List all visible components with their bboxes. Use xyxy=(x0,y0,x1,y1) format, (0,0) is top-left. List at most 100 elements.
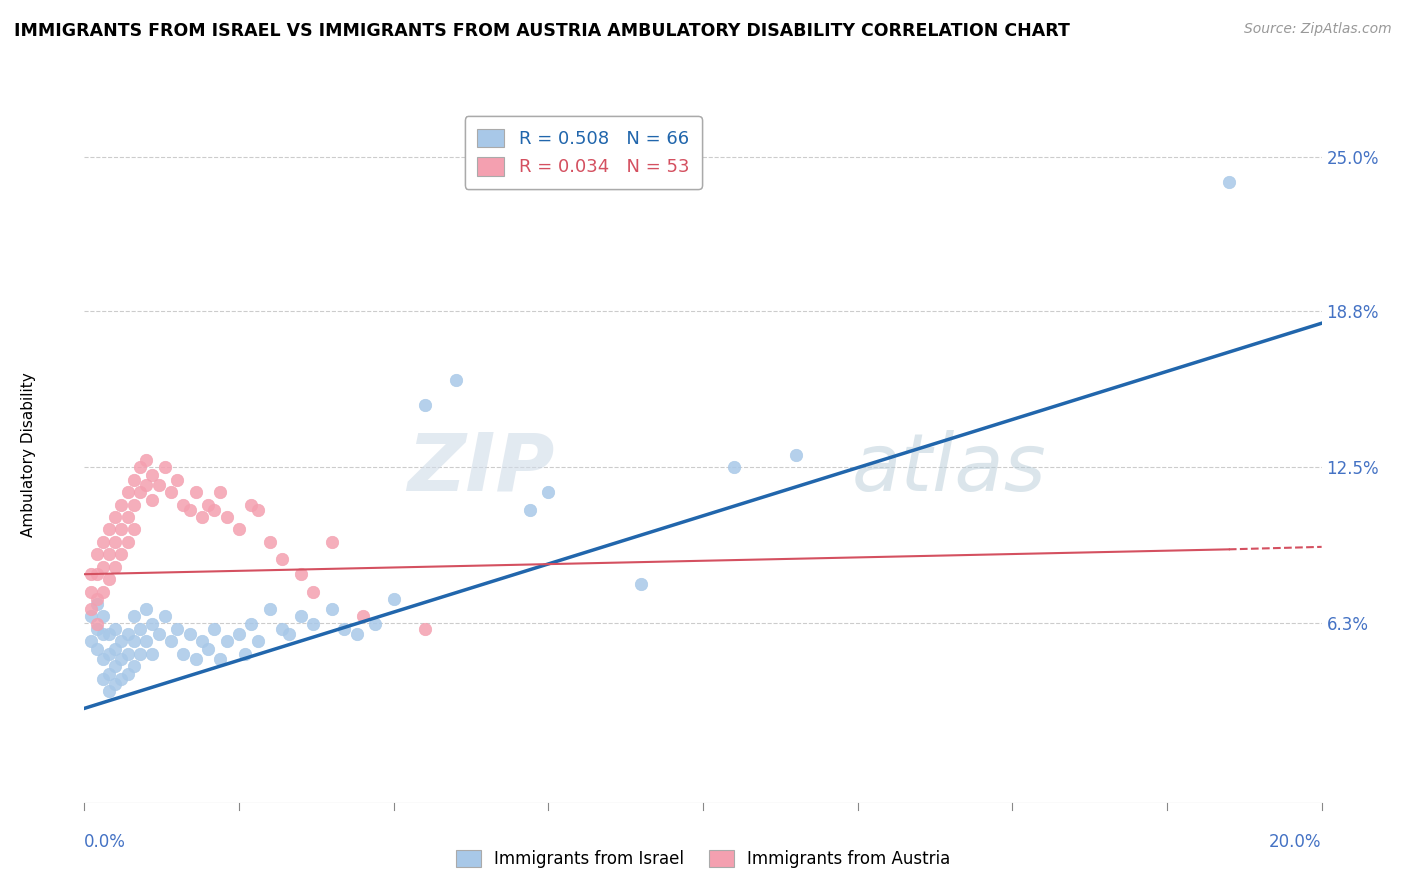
Point xyxy=(98,627,121,641)
Point xyxy=(122,523,145,537)
Point xyxy=(104,641,127,656)
Point xyxy=(110,498,132,512)
Point xyxy=(117,647,139,661)
Point xyxy=(197,641,219,656)
Point xyxy=(630,577,652,591)
Point xyxy=(352,609,374,624)
Point xyxy=(122,473,145,487)
Point xyxy=(117,666,139,681)
Point xyxy=(148,627,170,641)
Point xyxy=(233,647,256,661)
Point xyxy=(91,534,114,549)
Point xyxy=(86,592,108,607)
Point xyxy=(723,460,745,475)
Point xyxy=(91,609,114,624)
Point xyxy=(79,584,101,599)
Legend: Immigrants from Israel, Immigrants from Austria: Immigrants from Israel, Immigrants from … xyxy=(449,843,957,875)
Point xyxy=(166,473,188,487)
Point xyxy=(91,651,114,665)
Point xyxy=(129,647,152,661)
Point xyxy=(277,627,299,641)
Point xyxy=(79,602,101,616)
Legend: R = 0.508   N = 66, R = 0.034   N = 53: R = 0.508 N = 66, R = 0.034 N = 53 xyxy=(464,116,702,189)
Point xyxy=(79,567,101,582)
Point xyxy=(179,627,201,641)
Text: Ambulatory Disability: Ambulatory Disability xyxy=(21,373,37,537)
Point xyxy=(290,567,312,582)
Point xyxy=(104,659,127,673)
Point xyxy=(98,684,121,698)
Point xyxy=(209,651,232,665)
Point xyxy=(191,634,214,648)
Point xyxy=(246,502,269,516)
Point xyxy=(98,572,121,586)
Point xyxy=(246,634,269,648)
Point xyxy=(86,641,108,656)
Point xyxy=(129,485,152,500)
Point xyxy=(141,616,163,631)
Point xyxy=(135,602,157,616)
Point xyxy=(413,398,436,412)
Point xyxy=(259,602,281,616)
Point xyxy=(364,616,387,631)
Point xyxy=(91,559,114,574)
Point xyxy=(135,634,157,648)
Point xyxy=(98,666,121,681)
Point xyxy=(104,510,127,524)
Point xyxy=(413,622,436,636)
Point xyxy=(91,672,114,686)
Point xyxy=(179,502,201,516)
Point xyxy=(110,523,132,537)
Point xyxy=(117,627,139,641)
Point xyxy=(228,627,250,641)
Point xyxy=(184,485,207,500)
Point xyxy=(166,622,188,636)
Text: Source: ZipAtlas.com: Source: ZipAtlas.com xyxy=(1244,22,1392,37)
Text: IMMIGRANTS FROM ISRAEL VS IMMIGRANTS FROM AUSTRIA AMBULATORY DISABILITY CORRELAT: IMMIGRANTS FROM ISRAEL VS IMMIGRANTS FRO… xyxy=(14,22,1070,40)
Point xyxy=(98,647,121,661)
Point xyxy=(172,498,194,512)
Point xyxy=(98,547,121,561)
Point xyxy=(117,510,139,524)
Point xyxy=(202,502,225,516)
Point xyxy=(153,460,176,475)
Point xyxy=(290,609,312,624)
Point xyxy=(104,676,127,690)
Text: ZIP: ZIP xyxy=(408,430,554,508)
Point xyxy=(321,534,343,549)
Point xyxy=(104,534,127,549)
Point xyxy=(129,460,152,475)
Point xyxy=(91,584,114,599)
Point xyxy=(117,485,139,500)
Point xyxy=(117,534,139,549)
Point xyxy=(86,616,108,631)
Point xyxy=(135,453,157,467)
Point xyxy=(172,647,194,661)
Point xyxy=(110,672,132,686)
Text: 0.0%: 0.0% xyxy=(84,832,127,851)
Point xyxy=(184,651,207,665)
Point xyxy=(135,477,157,491)
Point xyxy=(122,659,145,673)
Point xyxy=(104,559,127,574)
Point xyxy=(148,477,170,491)
Point xyxy=(129,622,152,636)
Point xyxy=(122,634,145,648)
Point xyxy=(209,485,232,500)
Point xyxy=(346,627,368,641)
Point xyxy=(110,634,132,648)
Point xyxy=(122,609,145,624)
Point xyxy=(302,584,325,599)
Point xyxy=(86,622,108,636)
Point xyxy=(141,467,163,482)
Point xyxy=(110,651,132,665)
Point xyxy=(141,647,163,661)
Point xyxy=(160,485,183,500)
Point xyxy=(240,616,263,631)
Point xyxy=(79,634,101,648)
Point xyxy=(215,634,238,648)
Point xyxy=(86,547,108,561)
Point xyxy=(271,622,294,636)
Point xyxy=(141,492,163,507)
Point xyxy=(537,485,560,500)
